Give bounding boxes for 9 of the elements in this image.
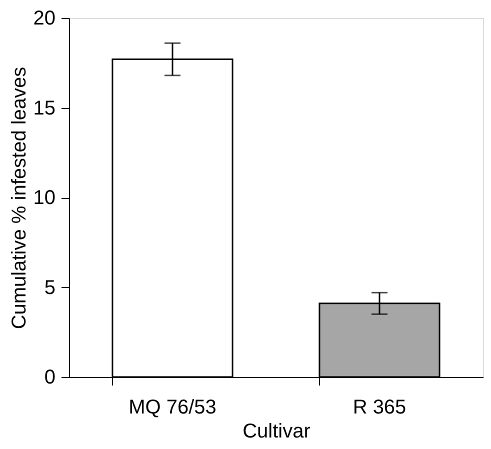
y-tick-label: 0 <box>44 366 56 388</box>
y-tick-label: 20 <box>33 8 56 30</box>
x-tick-label: R 365 <box>352 396 406 418</box>
x-tick-label: MQ 76/53 <box>128 396 216 418</box>
y-tick-label: 10 <box>33 187 56 209</box>
y-tick-label: 5 <box>44 276 56 299</box>
y-axis-title: Cumulative % infested leaves <box>8 66 30 330</box>
x-axis-title: Cultivar <box>242 420 311 442</box>
y-tick-label: 15 <box>33 97 56 120</box>
